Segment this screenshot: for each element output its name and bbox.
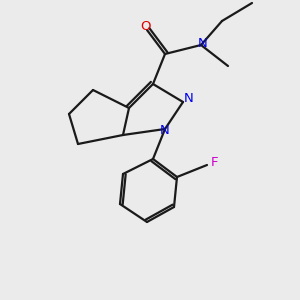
Text: N: N — [198, 37, 207, 50]
Text: N: N — [184, 92, 193, 105]
Text: F: F — [211, 156, 218, 169]
Text: N: N — [160, 124, 170, 137]
Text: O: O — [140, 20, 151, 34]
